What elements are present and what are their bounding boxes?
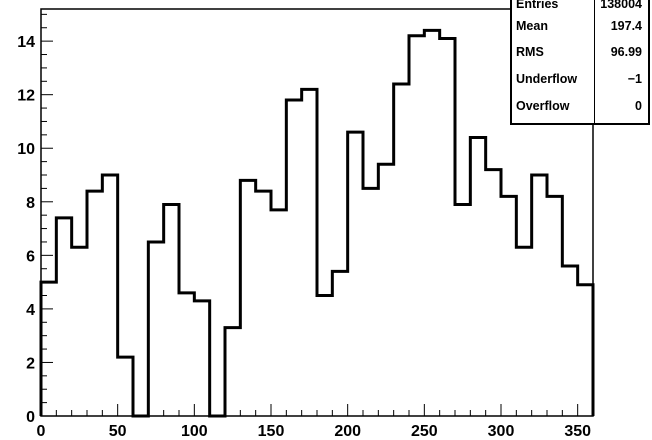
x-tick-label: 100	[181, 423, 208, 440]
x-tick-label: 150	[258, 423, 285, 440]
histogram-bin	[363, 188, 378, 416]
histogram-bin	[87, 191, 102, 416]
histogram-bin	[562, 266, 577, 416]
x-tick-label: 0	[37, 423, 46, 440]
stats-divider	[594, 0, 595, 123]
y-tick-label: 6	[26, 248, 35, 265]
histogram-outline	[39, 28, 595, 418]
histogram-bin	[455, 204, 470, 416]
y-tick-label: 0	[26, 409, 35, 426]
histogram-bin	[317, 296, 332, 416]
histogram-series	[39, 28, 595, 418]
stats-key: Underflow	[516, 72, 578, 86]
x-tick-label: 250	[411, 423, 438, 440]
y-tick-label: 12	[17, 88, 35, 105]
histogram-bin	[225, 328, 240, 416]
histogram-bin	[179, 293, 194, 416]
y-tick-label: 2	[26, 355, 35, 372]
histogram-bin	[547, 196, 562, 416]
x-tick-label: 200	[334, 423, 361, 440]
stats-value: 138004	[600, 0, 642, 11]
histogram-bin	[194, 301, 209, 416]
stats-row-underflow: Underflow −1	[512, 66, 648, 92]
stats-row-overflow: Overflow 0	[512, 93, 648, 119]
histogram-bin	[486, 170, 501, 416]
histogram-bin	[378, 164, 393, 416]
histogram-bin	[516, 247, 531, 416]
histogram-bin	[271, 210, 286, 416]
histogram-bin	[470, 138, 485, 416]
histogram-bin	[501, 196, 516, 416]
histogram-bin	[240, 180, 255, 416]
x-tick-label: 300	[488, 423, 515, 440]
y-tick-label: 4	[26, 302, 35, 319]
stats-key: Entries	[516, 0, 559, 11]
stats-value: −1	[627, 72, 642, 86]
y-tick-label: 10	[17, 141, 35, 158]
histogram-bin	[532, 175, 547, 416]
histogram-bin	[164, 204, 179, 416]
histogram-bin	[72, 247, 87, 416]
histogram-bin	[102, 175, 117, 416]
histogram-bin	[578, 285, 593, 416]
histogram-bin	[256, 191, 271, 416]
histogram-bin	[332, 271, 347, 416]
histogram-bin	[302, 89, 317, 416]
histogram-bin	[348, 132, 363, 416]
y-tick-label: 14	[17, 34, 35, 51]
histogram-bin	[56, 218, 71, 416]
histogram-bin	[394, 84, 409, 416]
histogram-bin	[148, 242, 163, 416]
histogram-bin	[409, 36, 424, 416]
stats-key: Overflow	[516, 99, 570, 113]
x-tick-label: 50	[109, 423, 127, 440]
stats-box: Entries 138004 Mean 197.4 RMS 96.99 Unde…	[510, 0, 650, 125]
stats-row-entries: Entries 138004	[512, 0, 648, 17]
stats-key: RMS	[516, 45, 544, 59]
histogram-bin	[424, 30, 439, 416]
stats-key: Mean	[516, 19, 548, 33]
stats-row-rms: RMS 96.99	[512, 39, 648, 65]
x-axis: 0 50 100 150 200 250 300 350	[37, 404, 594, 440]
stats-row-mean: Mean 197.4	[512, 13, 648, 39]
x-tick-label: 350	[564, 423, 591, 440]
histogram-bin	[286, 100, 301, 416]
y-axis: 0 2 4 6 8 10 12 14	[17, 13, 53, 426]
histogram-bin	[440, 38, 455, 416]
stats-value: 0	[635, 99, 642, 113]
y-tick-label: 8	[26, 195, 35, 212]
histogram-bin	[118, 357, 133, 416]
stats-value: 96.99	[610, 45, 642, 59]
stats-value: 197.4	[610, 19, 642, 33]
